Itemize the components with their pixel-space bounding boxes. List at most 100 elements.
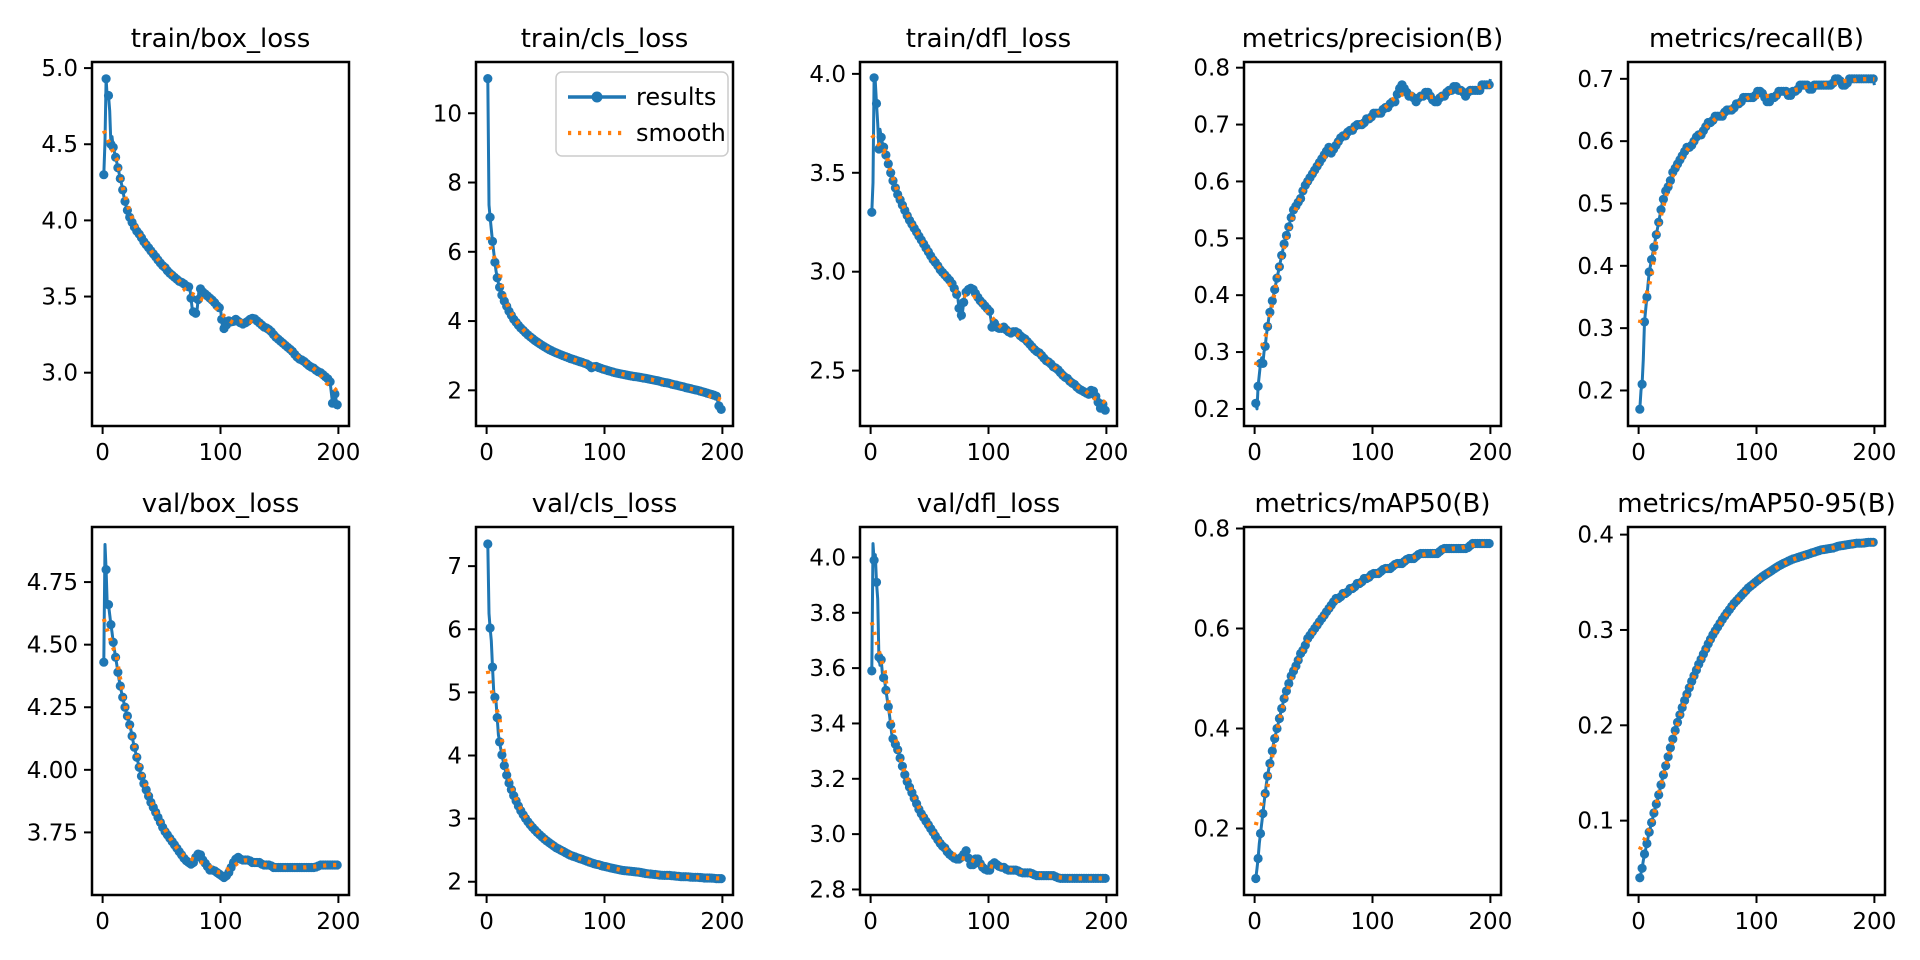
y-tick-label: 0.3 xyxy=(1193,340,1230,366)
plot-title: train/cls_loss xyxy=(521,24,689,54)
x-tick-label: 100 xyxy=(967,909,1011,935)
y-tick-label: 0.6 xyxy=(1577,129,1614,155)
smooth-line xyxy=(101,129,340,395)
smooth-line xyxy=(485,236,724,403)
y-tick-label: 2.8 xyxy=(809,877,846,903)
results-markers xyxy=(867,555,1110,883)
y-tick-label: 2.5 xyxy=(809,359,846,385)
x-tick-label: 100 xyxy=(199,440,243,466)
y-tick-label: 3.5 xyxy=(41,285,78,311)
results-markers xyxy=(1251,80,1494,408)
smooth-line xyxy=(870,133,1108,406)
x-tick-label: 0 xyxy=(479,440,494,466)
axes-spines xyxy=(474,525,735,897)
x-tick-label: 0 xyxy=(1247,440,1262,466)
x-tick-label: 200 xyxy=(316,909,360,935)
smooth-line xyxy=(101,618,339,875)
y-tick-label: 0.8 xyxy=(1193,517,1230,543)
x-tick-label: 100 xyxy=(967,440,1011,466)
y-tick-label: 4.75 xyxy=(27,570,78,596)
subplot-metrics-precision-b: metrics/precision(B) 0.2 0.3 0.4 0.5 0.6 0.7 0.… xyxy=(1193,24,1512,466)
x-tick-label: 100 xyxy=(583,440,627,466)
x-tick-label: 0 xyxy=(1247,909,1262,935)
subplot-val-box-loss: val/box_loss 3.75 4.00 4.25 4.50 4.75 0 100 200 xyxy=(27,489,361,935)
y-tick-label: 0.3 xyxy=(1577,316,1614,342)
results-line xyxy=(1254,542,1491,879)
y-tick-label: 0.5 xyxy=(1577,191,1614,217)
x-tick-label: 0 xyxy=(863,909,878,935)
subplot-val-dfl-loss: val/dfl_loss 2.8 3.0 3.2 3.4 3.6 3.8 4.0 0 100 200 xyxy=(809,489,1128,935)
y-tick-label: 0.2 xyxy=(1193,397,1230,423)
plot-title: val/cls_loss xyxy=(532,489,678,519)
y-tick-label: 3.0 xyxy=(809,260,846,286)
y-tick-label: 0.4 xyxy=(1193,283,1230,309)
results-line xyxy=(1638,540,1875,879)
smooth-line xyxy=(1637,540,1875,851)
y-tick-label: 2 xyxy=(447,378,462,404)
results-line xyxy=(870,76,1108,413)
legend-results-label: results xyxy=(636,83,716,111)
axes-spines xyxy=(1242,525,1503,897)
x-tick-label: 0 xyxy=(479,909,494,935)
results-line xyxy=(102,543,339,879)
subplot-metrics-map50-b: metrics/mAP50(B) 0.2 0.4 0.6 0.8 0 100 200 xyxy=(1193,489,1512,935)
results-markers xyxy=(1635,537,1878,883)
axes-spines xyxy=(1242,60,1503,428)
axes-spines xyxy=(858,60,1119,428)
y-tick-label: 10 xyxy=(433,101,462,127)
plot-title: metrics/mAP50(B) xyxy=(1254,489,1490,519)
x-tick-label: 200 xyxy=(700,440,744,466)
x-tick-label: 100 xyxy=(1351,909,1395,935)
x-tick-label: 0 xyxy=(1631,440,1646,466)
x-tick-label: 100 xyxy=(583,909,627,935)
x-tick-label: 100 xyxy=(1735,909,1779,935)
results-markers xyxy=(99,565,342,883)
subplot-train-box-loss: train/box_loss 3.0 3.5 4.0 4.5 5.0 0 100 200 xyxy=(41,24,360,466)
y-tick-label: 4 xyxy=(447,744,462,770)
y-tick-label: 6 xyxy=(447,240,462,266)
y-tick-label: 8 xyxy=(447,171,462,197)
axes-spines xyxy=(858,525,1119,897)
y-tick-label: 3.8 xyxy=(809,601,846,627)
subplot-metrics-map50-95-b: metrics/mAP50-95(B) 0.1 0.2 0.3 0.4 0 100 200 xyxy=(1577,489,1896,935)
y-tick-label: 4.00 xyxy=(27,758,78,784)
y-tick-label: 7 xyxy=(447,554,462,580)
y-tick-label: 0.3 xyxy=(1577,618,1614,644)
y-tick-label: 3.2 xyxy=(809,767,846,793)
x-tick-label: 100 xyxy=(1351,440,1395,466)
x-tick-label: 100 xyxy=(1735,440,1779,466)
y-tick-label: 3.4 xyxy=(809,711,846,737)
y-tick-label: 5.0 xyxy=(41,56,78,82)
y-tick-label: 0.1 xyxy=(1577,809,1614,835)
y-tick-label: 6 xyxy=(447,617,462,643)
y-tick-label: 2 xyxy=(447,870,462,896)
axes-spines xyxy=(1626,525,1887,897)
y-tick-label: 0.8 xyxy=(1193,56,1230,82)
y-tick-label: 0.7 xyxy=(1577,67,1614,93)
plot-title: metrics/recall(B) xyxy=(1649,24,1864,54)
y-tick-label: 3.6 xyxy=(809,656,846,682)
axes-spines xyxy=(1626,60,1887,428)
y-tick-label: 0.4 xyxy=(1577,523,1614,549)
y-tick-label: 0.7 xyxy=(1193,113,1230,139)
y-tick-label: 0.4 xyxy=(1193,717,1230,743)
y-tick-label: 0.2 xyxy=(1193,817,1230,843)
axes-spines xyxy=(90,60,351,428)
smooth-line xyxy=(869,621,1107,881)
y-tick-label: 0.6 xyxy=(1193,169,1230,195)
axes-spines xyxy=(474,60,735,428)
y-tick-label: 3 xyxy=(447,807,462,833)
smooth-line xyxy=(1253,541,1491,826)
results-line xyxy=(870,542,1107,880)
x-tick-label: 0 xyxy=(95,909,110,935)
plot-title: metrics/mAP50-95(B) xyxy=(1617,489,1896,519)
plot-title: metrics/precision(B) xyxy=(1242,24,1503,54)
x-tick-label: 100 xyxy=(199,909,243,935)
legend-smooth-label: smooth xyxy=(636,119,726,147)
x-tick-label: 200 xyxy=(1852,909,1896,935)
x-tick-label: 200 xyxy=(1468,909,1512,935)
y-tick-label: 0.5 xyxy=(1193,226,1230,252)
